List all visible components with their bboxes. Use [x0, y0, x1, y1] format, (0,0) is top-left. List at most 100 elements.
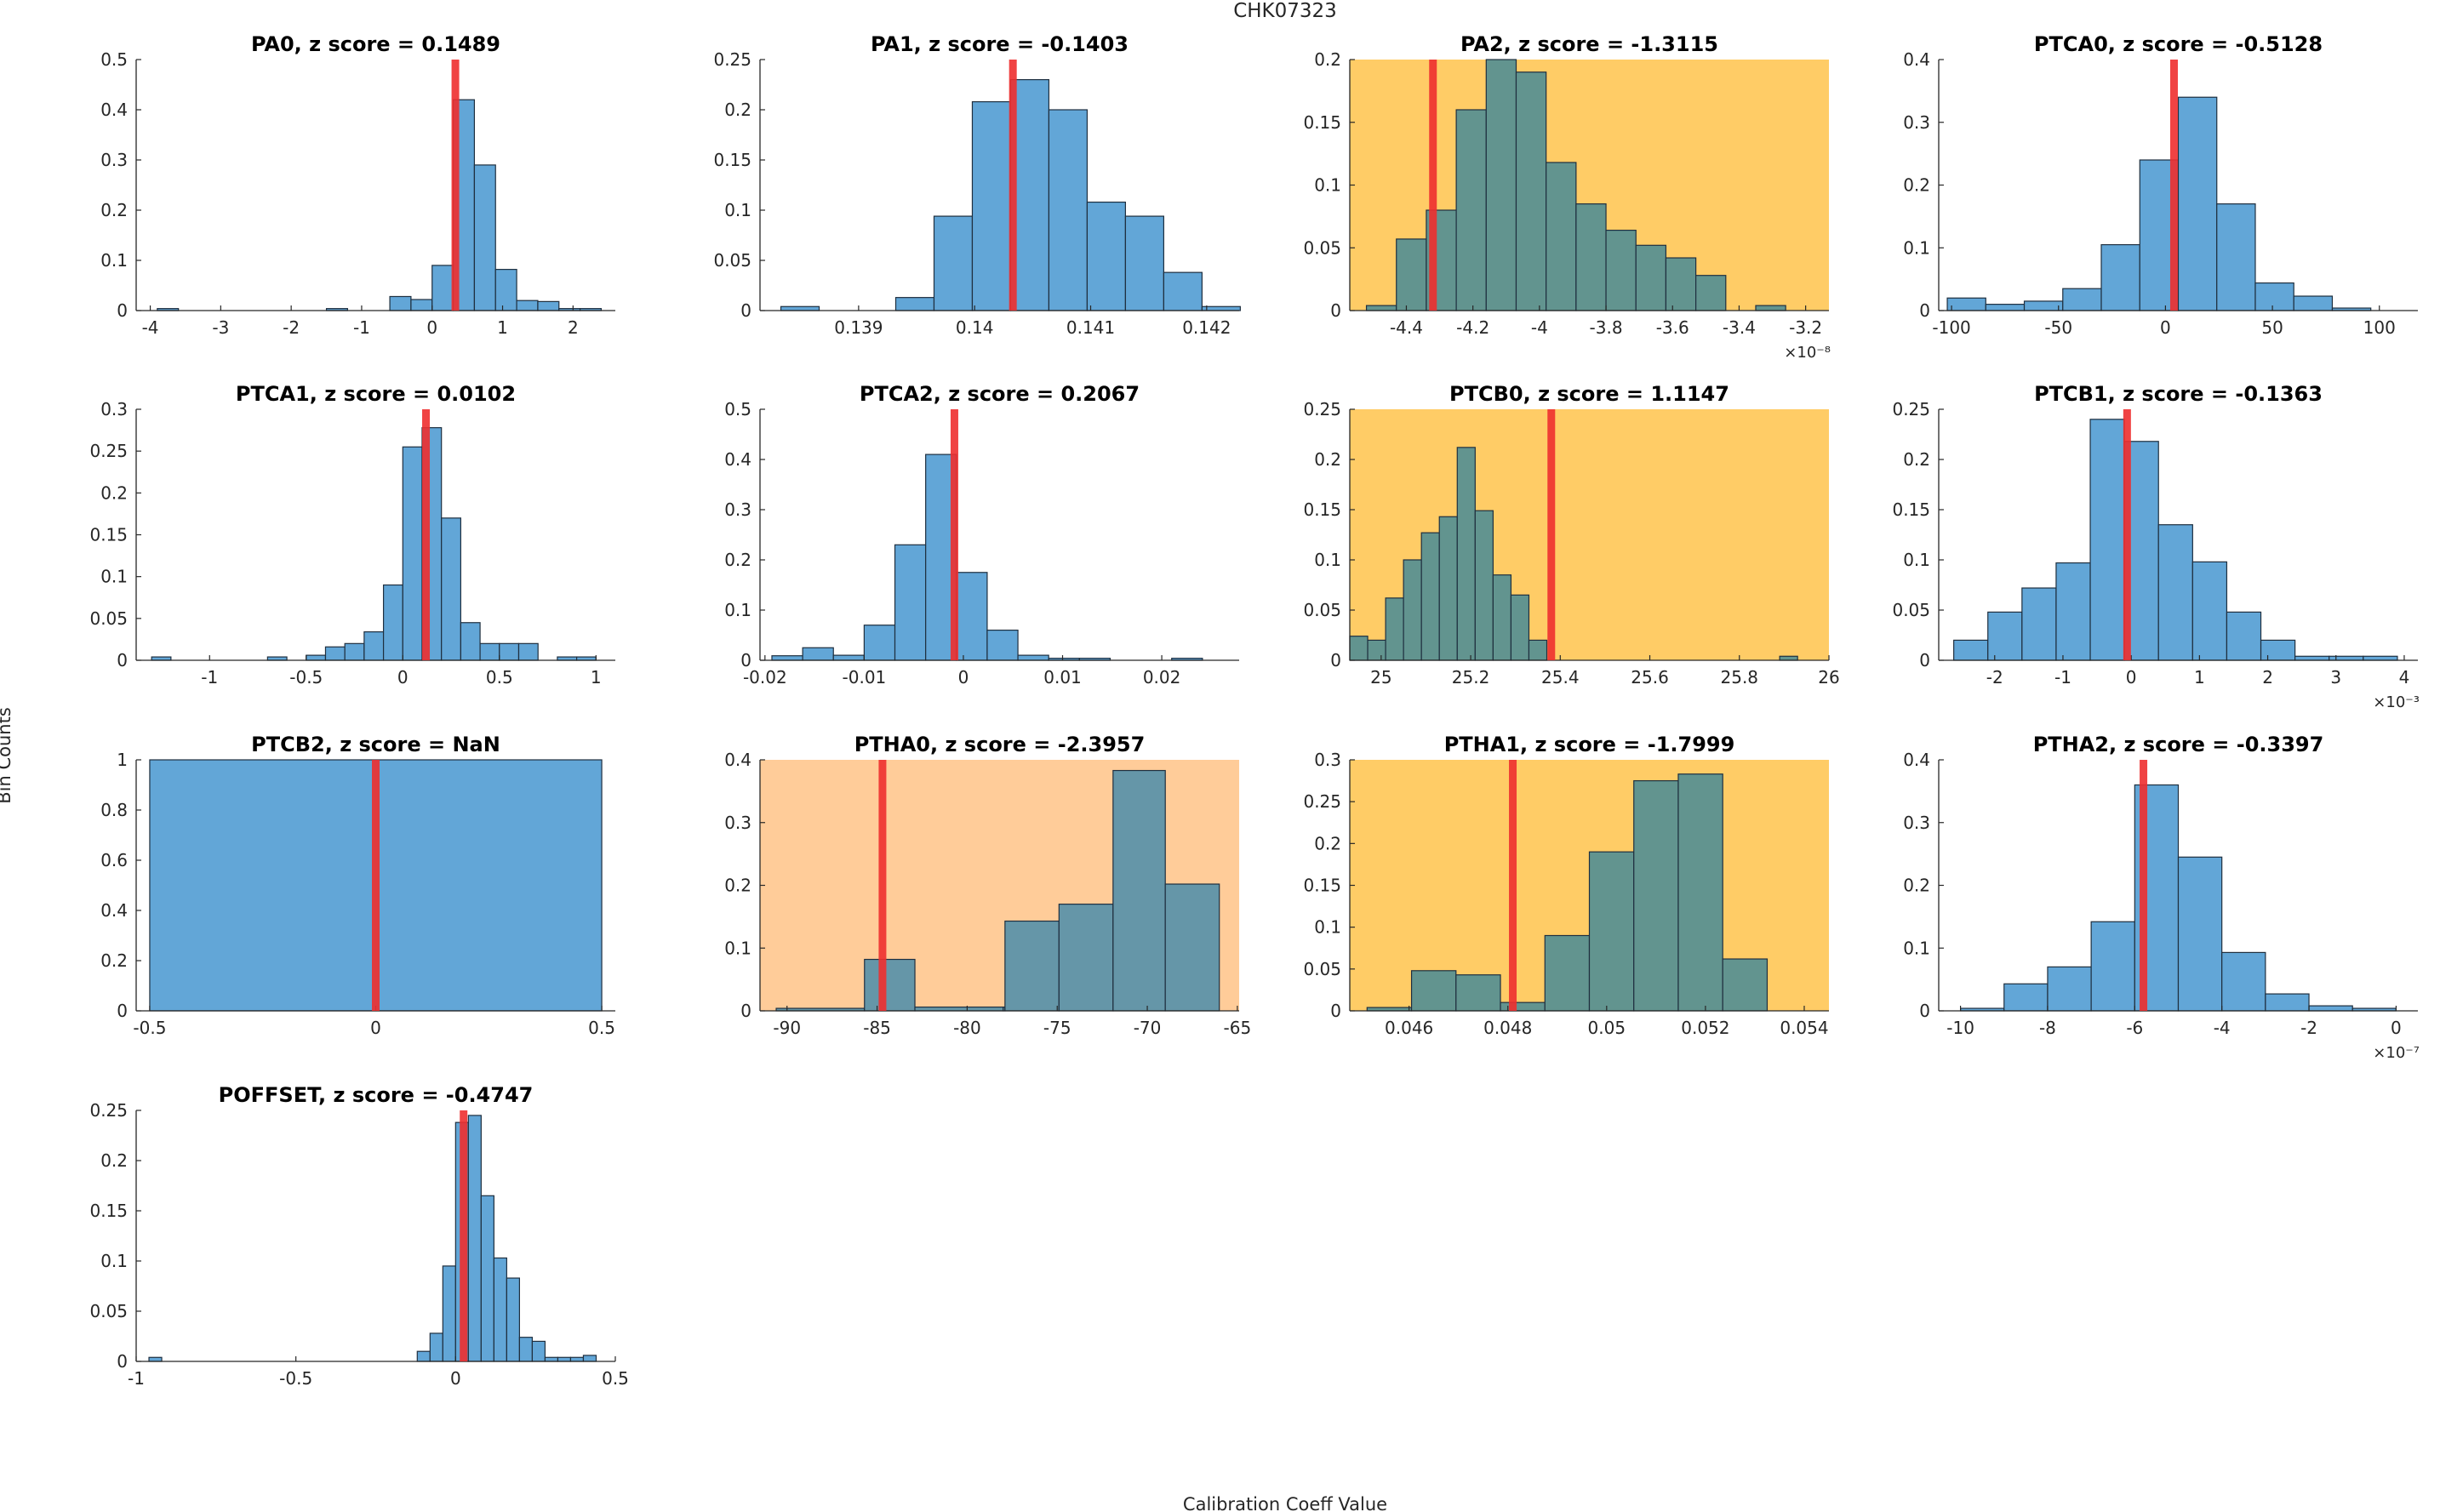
histogram-bar: [1455, 109, 1487, 311]
y-tick-label: 0.2: [724, 876, 751, 896]
y-tick-label: 0.25: [713, 49, 751, 70]
histogram-bar: [1485, 59, 1517, 311]
y-tick-label: 0.2: [100, 950, 128, 971]
histogram-bar: [1004, 920, 1060, 1012]
y-tick-label: 0.15: [89, 525, 128, 545]
y-tick-label: 0.2: [100, 482, 128, 503]
y-tick-label: 0.1: [1903, 938, 1930, 958]
histogram-bar: [494, 269, 517, 311]
histogram-bar: [429, 1332, 443, 1362]
histogram-bar: [442, 1265, 456, 1362]
x-tick-label: 3: [2330, 667, 2341, 688]
histogram-bar: [2089, 419, 2125, 661]
x-tick-label: 25.4: [1541, 667, 1580, 688]
z-score-marker: [2169, 60, 2178, 311]
histogram-bar: [1163, 271, 1203, 311]
y-tick-label: 0.05: [89, 608, 128, 629]
subplot-ptca0: 0 0.1 0.2 0.3 0.4 -100 -50 0 50 100 PTCA0, z score…: [1903, 32, 2418, 338]
histogram-bar: [863, 625, 896, 661]
x-tick-label: -4: [2214, 1018, 2231, 1038]
histogram-bar: [986, 629, 1019, 661]
y-tick-label: 0.15: [89, 1201, 128, 1221]
histogram-bar: [864, 958, 916, 1012]
histogram-bar: [1410, 970, 1457, 1012]
histogram-bar: [467, 1115, 482, 1362]
histogram-bar: [1124, 215, 1164, 311]
histogram-bar: [2047, 966, 2092, 1012]
histogram-bar: [2293, 295, 2334, 311]
x-tick-label: 100: [2363, 317, 2396, 338]
y-tick-label: 0.3: [724, 813, 751, 833]
histogram-bar: [2363, 655, 2398, 661]
subplot-title: PTCA0, z score = -0.5128: [2034, 32, 2323, 56]
histogram-bar: [1946, 297, 1986, 311]
y-tick-label: 0.1: [1903, 550, 1930, 570]
histogram-bar: [2226, 611, 2262, 661]
subplot-ptcb1: 0 0.05 0.1 0.15 0.2 0.25 -2 -1 0 1 2 3 4 ×10⁻³ PTCB1, …: [1892, 382, 2420, 711]
histogram-bar: [1953, 639, 1989, 661]
subplot-ptha2: 0 0.1 0.2 0.3 0.4 -10 -8 -6 -4 -2 0 ×10⁻⁷ PTHA2, z s…: [1903, 733, 2420, 1062]
histogram-bar: [1492, 574, 1512, 661]
y-tick-label: 0.2: [1314, 833, 1341, 853]
histogram-bar: [506, 1277, 520, 1362]
y-tick-label: 0.15: [1303, 112, 1341, 133]
histogram-bar: [1112, 769, 1166, 1012]
y-tick-label: 0: [740, 1001, 751, 1021]
y-tick-label: 0.8: [100, 800, 128, 820]
subplot-title: PTHA2, z score = -0.3397: [2033, 733, 2324, 756]
y-tick-label: 0.1: [1314, 550, 1341, 570]
histogram-bar: [460, 622, 481, 661]
histogram-bar: [480, 1195, 494, 1362]
histogram-bar: [410, 299, 433, 311]
histogram-bar: [2308, 1005, 2353, 1012]
histogram-bar: [1575, 203, 1607, 311]
histogram-bar: [832, 654, 865, 661]
z-score-marker: [460, 1110, 468, 1361]
x-tick-label: 2: [2262, 667, 2273, 688]
subplot-title: PA0, z score = 0.1489: [251, 32, 500, 56]
x-tick-label: -3.8: [1590, 317, 1623, 338]
y-tick-label: 0.25: [89, 1100, 128, 1121]
x-tick-label: 25.8: [1721, 667, 1759, 688]
x-tick-label: 0.052: [1681, 1018, 1729, 1038]
y-axis-label: Bin Counts: [0, 707, 14, 804]
histogram-bar: [516, 300, 539, 311]
x-tick-label: -65: [1224, 1018, 1252, 1038]
x-tick-label: -3: [212, 317, 229, 338]
histogram-bar: [1985, 304, 2026, 311]
x-tick-label: -0.5: [289, 667, 323, 688]
histogram-bar: [780, 305, 820, 311]
subplot-title: PTCB2, z score = NaN: [251, 733, 500, 756]
subplot-title: PA1, z score = -0.1403: [871, 32, 1129, 56]
histogram-bar: [1515, 71, 1547, 311]
x-tick-label: 0.046: [1385, 1018, 1433, 1038]
y-tick-label: 0.3: [724, 499, 751, 520]
histogram-bar: [1365, 305, 1397, 311]
subplot-ptcb0: 0 0.05 0.1 0.15 0.2 0.25 25 25.2 25.4 25.6 25.8 26 P…: [1303, 382, 1839, 688]
x-tick-label: 0: [426, 317, 437, 338]
histogram-bar: [1086, 201, 1127, 311]
x-tick-label: 4: [2399, 667, 2410, 688]
histogram-bar: [1201, 305, 1241, 311]
histogram-bar: [1500, 1001, 1546, 1012]
x-tick-label: -6: [2126, 1018, 2143, 1038]
histogram-bar: [557, 1356, 572, 1362]
x-tick-label: -2: [2300, 1018, 2317, 1038]
histogram-bar: [1455, 974, 1501, 1012]
histogram-bar: [416, 1350, 431, 1362]
y-tick-label: 0.15: [1303, 876, 1341, 896]
x-tick-label: 0: [2391, 1018, 2402, 1038]
histogram-bar: [2177, 96, 2218, 311]
histogram-bar: [1396, 238, 1427, 311]
y-tick-label: 0.05: [1303, 959, 1341, 979]
y-tick-label: 0.2: [1314, 49, 1341, 70]
y-tick-label: 0.05: [1303, 600, 1341, 620]
histogram-bar: [1605, 230, 1637, 311]
x-tick-label: 0.14: [956, 317, 994, 338]
y-tick-label: 0.3: [1314, 750, 1341, 770]
x-tick-label: 25.2: [1452, 667, 1490, 688]
histogram-bar: [1588, 851, 1635, 1012]
x-tick-label: 26: [1818, 667, 1839, 688]
histogram-bar: [2329, 655, 2364, 661]
